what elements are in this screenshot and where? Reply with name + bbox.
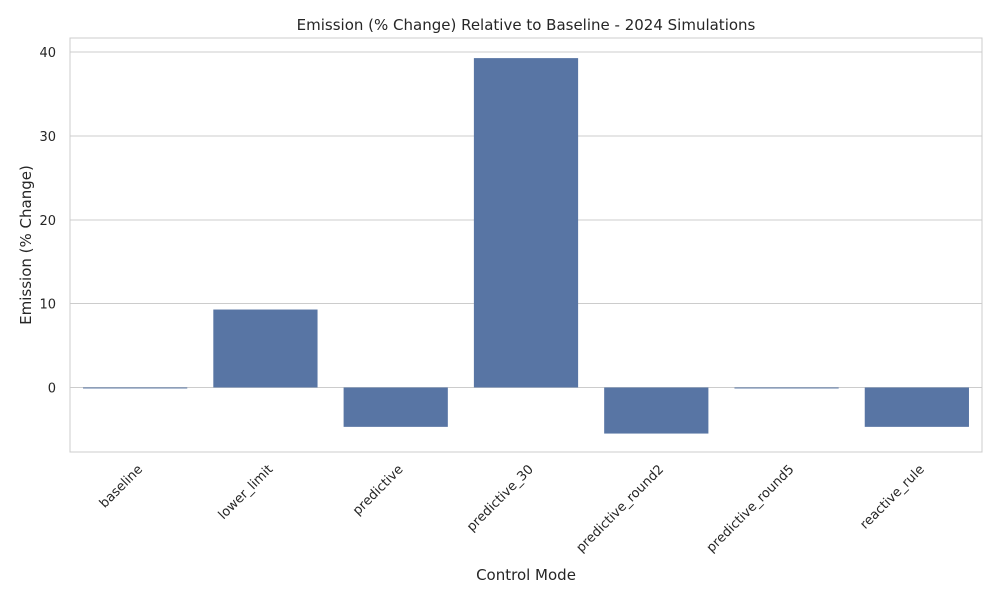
bar-layer — [83, 58, 969, 434]
y-tick-label: 30 — [39, 130, 56, 145]
chart-title: Emission (% Change) Relative to Baseline… — [297, 16, 756, 34]
x-tick-label: lower_limit — [216, 462, 277, 523]
bar-predictive — [343, 387, 448, 427]
bar-lower-limit — [213, 309, 318, 388]
x-tick-label: predictive_30 — [464, 462, 537, 535]
x-tick-label: baseline — [97, 462, 146, 511]
plot-frame — [69, 37, 983, 453]
x-tick-label: reactive_rule — [857, 462, 927, 532]
bar-predictive-round5 — [734, 387, 839, 389]
x-axis-label: Control Mode — [476, 566, 576, 584]
y-tick-label: 40 — [39, 46, 56, 61]
bar-reactive-rule — [864, 387, 969, 427]
bar-baseline — [83, 387, 188, 389]
y-tick-label: 10 — [39, 298, 56, 313]
x-tick-label: predictive — [350, 462, 406, 518]
x-tick-label: predictive_round2 — [574, 462, 668, 556]
bar-predictive-30 — [473, 58, 579, 388]
x-tick-label: predictive_round5 — [704, 462, 798, 556]
y-tick-label: 0 — [48, 381, 56, 396]
y-tick-label: 20 — [39, 214, 56, 229]
bar-predictive-round2 — [604, 387, 709, 434]
y-axis-label: Emission (% Change) — [17, 165, 35, 325]
